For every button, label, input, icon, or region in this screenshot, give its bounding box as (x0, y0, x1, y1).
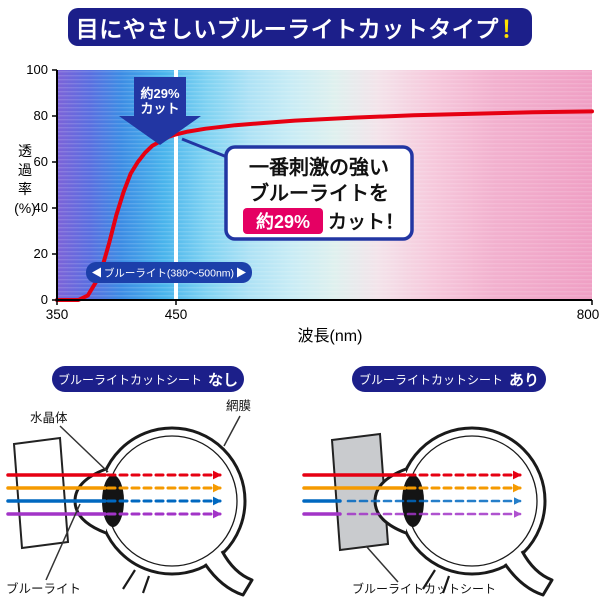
diagram-right-state: あり (509, 371, 540, 389)
x-tick-800: 800 (577, 307, 600, 322)
bluelight-label: ブルーライト (6, 581, 81, 596)
screen-panel (12, 436, 70, 550)
y-tick-60: 60 (34, 154, 48, 169)
callout-suffix: カット！ (328, 211, 404, 233)
y-tick-20: 20 (34, 246, 48, 261)
eye-muscles (122, 569, 151, 594)
down-arrow-line1: 約29% (140, 86, 179, 101)
y-tick-100: 100 (26, 62, 48, 77)
banner-exclamation: ！ (500, 16, 525, 42)
light-rays (302, 470, 522, 518)
callout-highlight: 約29% (256, 211, 310, 232)
transmittance-chart: 100 80 60 40 20 0 350 450 800 波長(nm) ブルー… (26, 62, 600, 345)
sheet-label: ブルーライトカットシート (352, 581, 496, 596)
down-arrow-line2: カット (140, 101, 179, 116)
eye-diagram-without-sheet: 水晶体 網膜 ブルーライト (6, 399, 254, 597)
y-tick-labels: 100 80 60 40 20 0 (26, 62, 48, 307)
eye-diagram-with-sheet: ブルーライトカットシート (302, 426, 554, 597)
retina-label-line (223, 415, 241, 447)
x-axis-label: 波長(nm) (298, 327, 363, 345)
eyeball (73, 426, 254, 597)
cut-down-arrow: 約29% カット (119, 77, 201, 145)
lens-label-line (59, 425, 109, 473)
light-rays (6, 470, 222, 519)
callout-pointer (181, 137, 233, 161)
sheet-label-line (365, 545, 399, 583)
diagram-header-with: ブルーライトカットシート あり (352, 366, 546, 392)
callout-line2: ブルーライトを (249, 181, 389, 205)
y-tick-0: 0 (41, 292, 48, 307)
marker-line-450nm (174, 70, 178, 300)
diagram-header-without: ブルーライトカットシート なし (52, 366, 244, 392)
range-right-arrow-icon (237, 267, 246, 278)
callout-highlight-chip (243, 208, 323, 234)
callout: 一番刺激の強い ブルーライトを 約29% カット！ (181, 137, 414, 241)
blue-light-range-badge: ブルーライト(380〜500nm) (86, 262, 252, 283)
bluelight-label-line (45, 503, 81, 581)
callout-line1: 一番刺激の強い (249, 155, 389, 179)
y-axis-label: 透 過 率 (%) (14, 143, 36, 216)
diagram-left-title: ブルーライトカットシート (57, 372, 202, 387)
x-tick-450: 450 (165, 307, 188, 322)
y-tick-80: 80 (34, 108, 48, 123)
eye-muscles (422, 569, 451, 594)
diagram-right-title: ブルーライトカットシート (358, 372, 503, 387)
x-tick-labels: 350 450 800 (46, 307, 600, 322)
optic-nerve (503, 550, 554, 597)
diagram-left-state: なし (208, 371, 239, 389)
banner: 目にやさしいブルーライトカットタイプ ！ (68, 8, 532, 46)
retina-label: 網膜 (226, 399, 251, 413)
range-label: ブルーライト(380〜500nm) (104, 267, 234, 280)
optic-nerve (203, 550, 254, 597)
axis-ticks (52, 69, 593, 305)
banner-text: 目にやさしいブルーライトカットタイプ (75, 16, 499, 42)
x-tick-350: 350 (46, 307, 69, 322)
lens-label: 水晶体 (30, 411, 68, 425)
eyeball (373, 426, 554, 597)
range-left-arrow-icon (92, 267, 101, 278)
y-tick-40: 40 (34, 200, 48, 215)
